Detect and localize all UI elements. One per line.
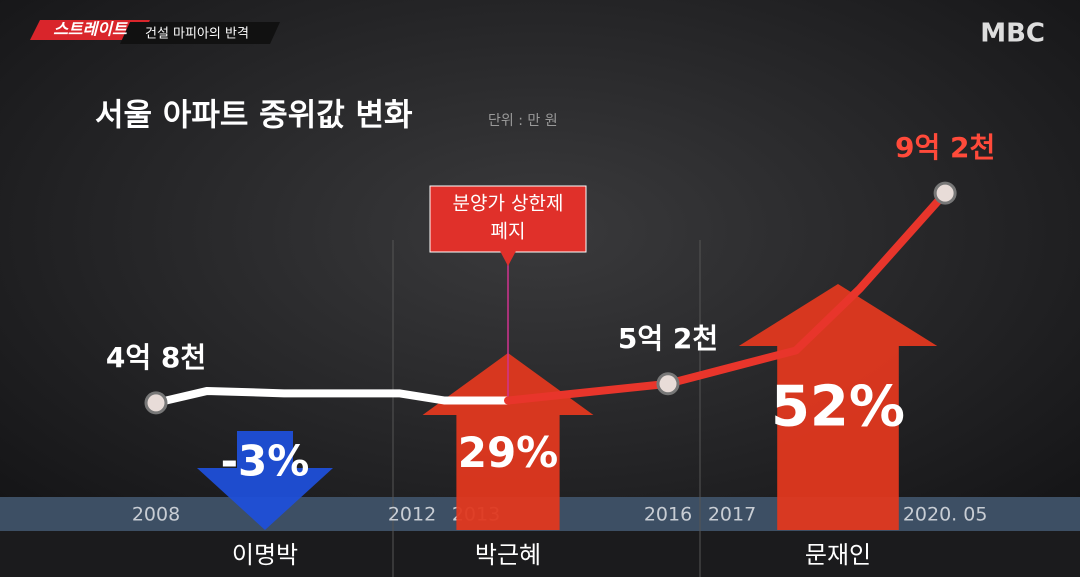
era-band: [0, 531, 1080, 577]
x-tick-label: 2017: [708, 504, 756, 526]
era-name: 이명박: [232, 541, 298, 569]
value-label: 4억 8천: [106, 341, 206, 374]
badge: 스트레이트: [53, 20, 128, 39]
annotation-pointer: [500, 251, 516, 266]
episode-title: 건설 마피아의 반격: [145, 27, 249, 42]
annotation-box: [429, 185, 587, 253]
x-tick-label: 2008: [132, 504, 180, 526]
point-marker: [656, 372, 680, 396]
change-label: 52%: [771, 375, 905, 440]
annotation-text: 폐지: [491, 221, 526, 243]
plot: 200820122013201620172020. 05이명박-3%박근혜29%…: [106, 131, 995, 569]
unit-label: 단위 : 만 원: [488, 113, 558, 129]
x-tick-label: 2012: [388, 504, 436, 526]
change-arrow: [197, 431, 333, 530]
line-series: [152, 386, 512, 407]
episode-bg: [120, 22, 280, 44]
x-tick-label: 2020. 05: [903, 504, 988, 526]
value-label: 5억 2천: [618, 322, 718, 355]
point-marker: [144, 391, 168, 415]
line-series: [504, 189, 950, 405]
change-arrow: [738, 284, 938, 530]
era-name: 박근혜: [475, 541, 541, 569]
x-tick-label: 2016: [644, 504, 692, 526]
era-name: 문재인: [805, 541, 871, 569]
badge-bg: [30, 20, 150, 40]
change-label: 29%: [458, 428, 559, 477]
chart-title: 서울 아파트 중위값 변화: [95, 98, 413, 134]
logo: MBC: [980, 19, 1045, 49]
change-label: -3%: [221, 437, 310, 486]
annotation-text: 분양가 상한제: [453, 193, 564, 215]
point-marker: [933, 181, 957, 205]
value-label: 9억 2천: [895, 131, 995, 164]
